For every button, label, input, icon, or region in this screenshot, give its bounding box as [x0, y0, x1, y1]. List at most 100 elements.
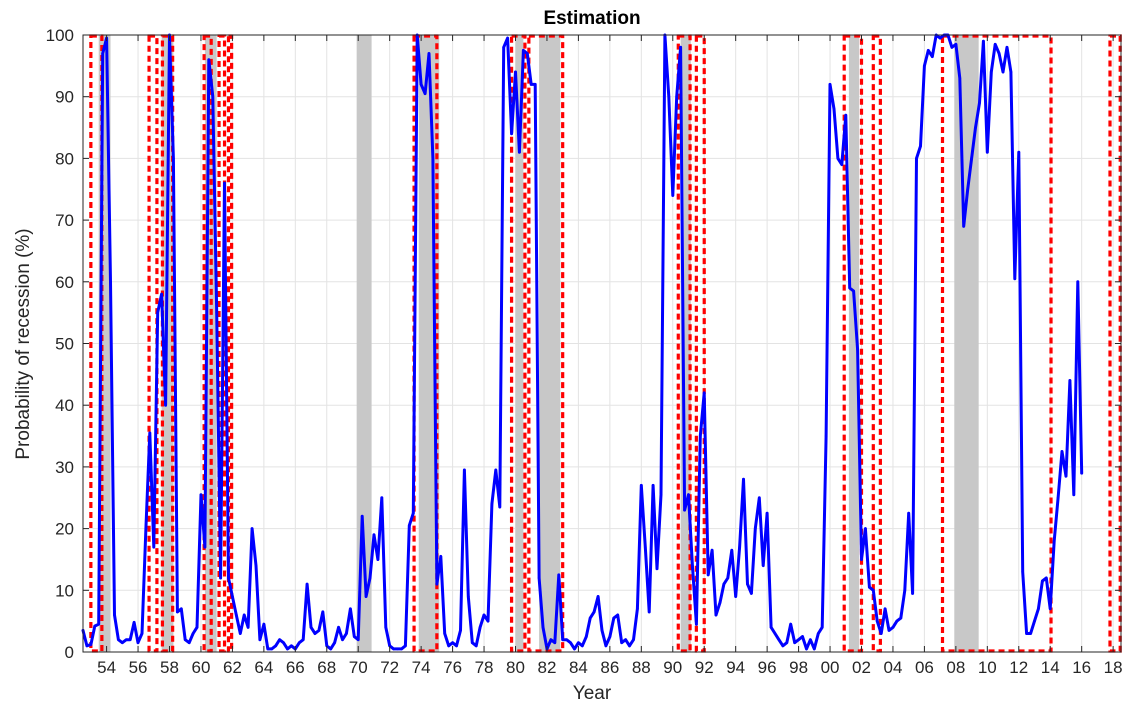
data-point	[738, 545, 741, 549]
data-point	[451, 641, 454, 645]
data-point	[659, 493, 663, 496]
data-point	[565, 638, 568, 641]
data-point	[986, 150, 989, 154]
x-tick-label: 62	[223, 658, 242, 677]
data-point	[616, 613, 620, 617]
data-point	[467, 595, 470, 598]
data-point	[408, 524, 411, 527]
data-point	[368, 576, 372, 580]
data-point	[203, 545, 207, 549]
x-tick-label: 84	[569, 658, 588, 677]
data-point	[352, 635, 356, 638]
estimated-recession-box	[412, 34, 439, 653]
x-tick-label: 68	[317, 658, 336, 677]
data-point	[816, 632, 820, 635]
y-tick-label: 50	[55, 335, 74, 354]
data-point	[388, 644, 391, 648]
data-point	[722, 582, 726, 586]
data-point	[459, 629, 462, 632]
data-point	[573, 647, 576, 651]
data-point	[883, 607, 887, 611]
data-point	[160, 292, 163, 296]
data-point	[89, 643, 93, 646]
estimated-recession-box	[1108, 34, 1122, 653]
data-point	[525, 52, 529, 55]
estimated-recession-box	[871, 34, 882, 653]
data-point	[506, 36, 509, 40]
data-point	[486, 619, 490, 623]
data-point	[211, 95, 215, 98]
data-point	[529, 83, 533, 86]
y-tick-label: 100	[46, 26, 74, 45]
data-point	[643, 545, 647, 549]
data-point	[376, 558, 380, 561]
data-point	[1041, 579, 1044, 583]
data-point	[443, 632, 447, 635]
data-point	[714, 613, 718, 617]
data-point	[1025, 632, 1028, 635]
data-point	[380, 496, 384, 500]
data-point	[820, 626, 824, 629]
data-point	[1029, 632, 1032, 635]
estimated-recession-box	[527, 34, 565, 653]
x-tick-label: 16	[1072, 658, 1091, 677]
data-point	[341, 638, 344, 641]
data-point	[549, 638, 553, 641]
axes-layer	[82, 34, 1122, 653]
data-point	[490, 502, 494, 506]
data-point	[270, 647, 274, 651]
y-tick-label: 80	[55, 149, 74, 168]
data-point	[278, 638, 281, 641]
data-point	[286, 647, 289, 651]
data-point	[439, 555, 443, 558]
data-point	[97, 622, 101, 626]
data-point	[423, 92, 427, 95]
data-point	[290, 644, 293, 648]
data-point	[730, 548, 734, 552]
data-point	[974, 126, 977, 129]
data-point	[938, 36, 942, 40]
x-tick-label: 14	[1041, 658, 1060, 677]
data-point	[769, 626, 773, 629]
data-point	[215, 311, 218, 314]
data-point	[136, 641, 140, 645]
data-point	[970, 157, 973, 160]
x-tick-label: 96	[758, 658, 777, 677]
data-point	[274, 644, 277, 648]
data-point	[411, 511, 415, 515]
data-point	[1005, 46, 1009, 49]
data-point	[923, 64, 926, 68]
estimated-recession-box	[676, 34, 692, 653]
x-tick-label: 08	[946, 658, 965, 677]
x-tick-label: 80	[506, 658, 525, 677]
x-tick-label: 72	[380, 658, 399, 677]
data-point	[781, 644, 785, 648]
x-tick-label: 78	[475, 658, 494, 677]
data-point	[179, 607, 183, 611]
data-point	[117, 638, 120, 641]
data-point	[533, 83, 537, 86]
data-point	[718, 601, 722, 604]
data-point	[392, 647, 395, 651]
y-tick-label: 30	[55, 458, 74, 477]
data-point	[561, 638, 564, 641]
x-tick-label: 56	[129, 658, 148, 677]
x-tick-label: 18	[1104, 658, 1123, 677]
data-point	[930, 55, 934, 58]
data-point	[101, 52, 104, 55]
data-point	[301, 638, 305, 641]
data-point	[235, 613, 238, 617]
x-tick-label: 10	[978, 658, 997, 677]
tick-label-layer: 54 56 58 60 62 64 66 68 70 72 74 76 78 80 82 84 86 88 90 92…	[46, 26, 1123, 677]
data-point	[305, 582, 309, 586]
data-point	[871, 589, 875, 592]
data-point	[950, 46, 954, 49]
data-point	[494, 468, 498, 472]
x-tick-label: 74	[412, 658, 431, 677]
data-point	[848, 286, 852, 290]
x-tick-label: 90	[663, 658, 682, 677]
data-point	[710, 548, 714, 552]
data-point	[266, 647, 270, 651]
recession-shade-band	[515, 35, 524, 652]
